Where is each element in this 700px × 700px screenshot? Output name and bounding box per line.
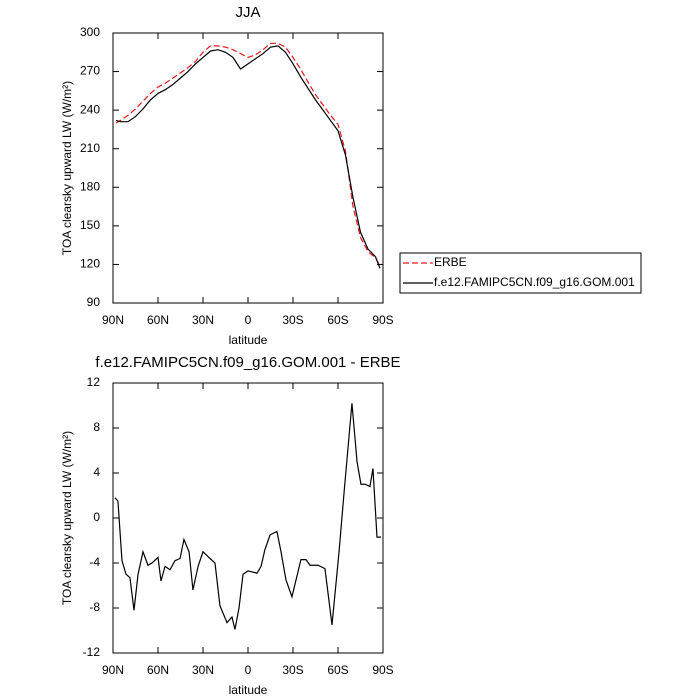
- x-tick-label: 60S: [327, 663, 348, 677]
- y-tick-label: 0: [93, 510, 100, 524]
- y-tick-label: 270: [80, 64, 100, 78]
- x-tick-label: 30S: [282, 663, 303, 677]
- y-axis-label: TOA clearsky upward LW (W/m²): [60, 81, 74, 255]
- data-line: [115, 45, 381, 269]
- x-tick-label: 90S: [372, 663, 393, 677]
- data-line: [114, 403, 382, 630]
- data-line: [115, 42, 381, 267]
- x-axis-label: latitude: [229, 683, 268, 697]
- y-tick-label: 4: [93, 465, 100, 479]
- legend-frame: [399, 252, 642, 294]
- x-tick-label: 0: [245, 313, 252, 327]
- chart-title: JJA: [235, 4, 260, 21]
- legend-label: ERBE: [434, 255, 467, 269]
- x-axis-label: latitude: [229, 333, 268, 347]
- y-axis-label: TOA clearsky upward LW (W/m²): [60, 431, 74, 605]
- x-tick-label: 60N: [147, 663, 169, 677]
- legend-label: f.e12.FAMIPC5CN.f09_g16.GOM.001: [434, 275, 635, 289]
- y-tick-label: -8: [89, 600, 100, 614]
- y-tick-label: -4: [89, 555, 100, 569]
- x-tick-label: 60S: [327, 313, 348, 327]
- x-tick-label: 90S: [372, 313, 393, 327]
- x-tick-label: 0: [245, 663, 252, 677]
- x-tick-label: 60N: [147, 313, 169, 327]
- x-tick-label: 90N: [102, 313, 124, 327]
- y-tick-label: 300: [80, 25, 100, 39]
- x-tick-label: 30S: [282, 313, 303, 327]
- chart-title: f.e12.FAMIPC5CN.f09_g16.GOM.001 - ERBE: [95, 354, 400, 371]
- x-tick-label: 90N: [102, 663, 124, 677]
- y-tick-label: 180: [80, 179, 100, 193]
- x-tick-label: 30N: [192, 313, 214, 327]
- y-tick-label: 90: [87, 295, 101, 309]
- y-tick-label: 210: [80, 141, 100, 155]
- x-tick-label: 30N: [192, 663, 214, 677]
- y-tick-label: 12: [87, 375, 101, 389]
- plot-frame: [112, 382, 384, 654]
- y-tick-label: 240: [80, 102, 100, 116]
- y-tick-label: 8: [93, 420, 100, 434]
- y-tick-label: -12: [83, 645, 101, 659]
- plot-frame: [112, 32, 384, 304]
- y-tick-label: 120: [80, 257, 100, 271]
- y-tick-label: 150: [80, 218, 100, 232]
